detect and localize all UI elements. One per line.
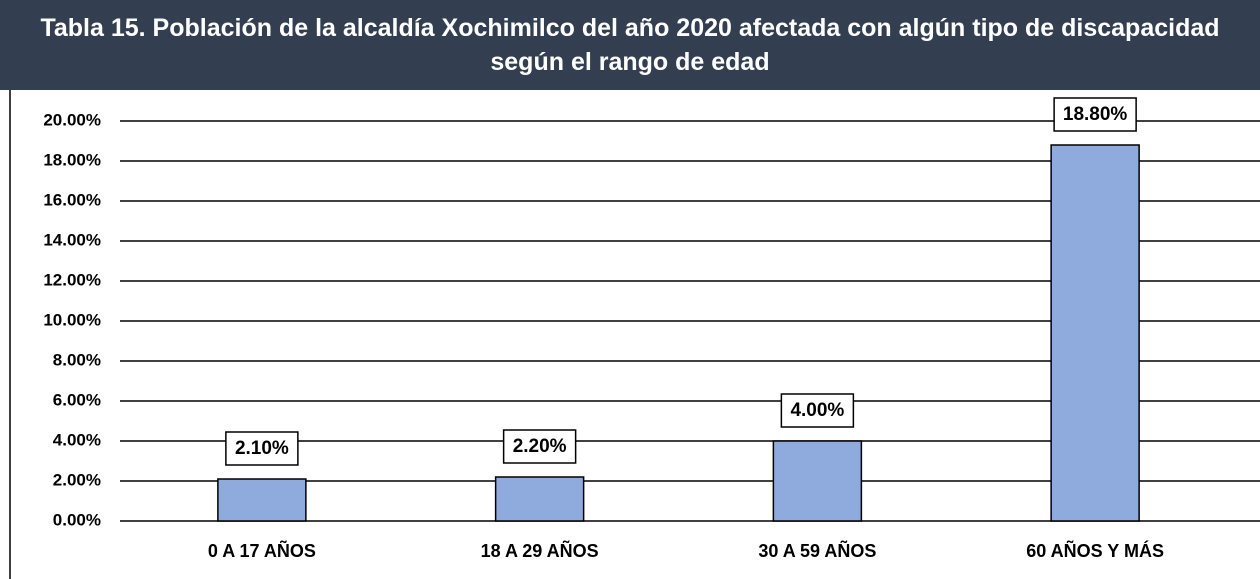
data-label-box	[225, 431, 299, 466]
y-tick-label: 16.00%	[43, 190, 101, 209]
x-tick-label: 18 A 29 AÑOS	[481, 540, 599, 561]
bar	[494, 476, 585, 522]
data-label-box	[780, 393, 855, 428]
data-label: 2.20%	[513, 436, 567, 457]
x-tick-label: 0 A 17 AÑOS	[208, 540, 316, 561]
y-tick-label: 8.00%	[53, 350, 101, 369]
y-tick-label: 18.00%	[43, 150, 101, 169]
bar	[772, 440, 863, 522]
data-label-box	[1053, 97, 1137, 132]
y-tick-label: 14.00%	[43, 230, 101, 249]
y-tick-label: 20.00%	[43, 110, 101, 129]
y-tick-label: 4.00%	[53, 430, 101, 449]
y-tick-label: 10.00%	[43, 310, 101, 329]
x-tick-label: 60 AÑOS Y MÁS	[1026, 540, 1164, 561]
x-tick-label: 30 A 59 AÑOS	[758, 540, 876, 561]
y-tick-label: 12.00%	[43, 270, 101, 289]
y-tick-label: 2.00%	[53, 470, 101, 489]
chart-title: Tabla 15. Población de la alcaldía Xochi…	[0, 0, 1260, 90]
data-label-box	[502, 429, 577, 464]
data-label: 18.80%	[1063, 104, 1128, 125]
bar	[217, 478, 307, 522]
y-tick-label: 0.00%	[53, 510, 101, 529]
y-tick-label: 6.00%	[53, 390, 101, 409]
bar	[1050, 144, 1140, 522]
data-label: 4.00%	[790, 400, 844, 421]
data-label: 2.10%	[235, 438, 289, 459]
